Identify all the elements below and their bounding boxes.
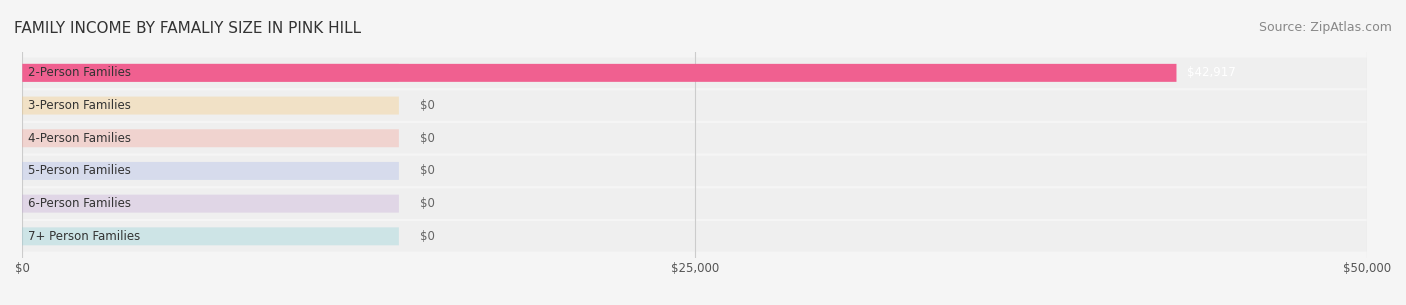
- Text: 2-Person Families: 2-Person Families: [28, 66, 131, 79]
- Text: $0: $0: [420, 132, 436, 145]
- FancyBboxPatch shape: [8, 195, 399, 213]
- Text: 4-Person Families: 4-Person Families: [28, 132, 131, 145]
- Text: 7+ Person Families: 7+ Person Families: [28, 230, 141, 243]
- FancyBboxPatch shape: [22, 156, 1367, 186]
- Text: $42,917: $42,917: [1187, 66, 1236, 79]
- FancyBboxPatch shape: [22, 188, 1367, 219]
- FancyBboxPatch shape: [8, 97, 399, 115]
- Text: 3-Person Families: 3-Person Families: [28, 99, 131, 112]
- Text: Source: ZipAtlas.com: Source: ZipAtlas.com: [1258, 21, 1392, 34]
- FancyBboxPatch shape: [8, 64, 399, 82]
- Text: 5-Person Families: 5-Person Families: [28, 164, 131, 178]
- Text: $0: $0: [420, 230, 436, 243]
- Text: $0: $0: [420, 99, 436, 112]
- FancyBboxPatch shape: [8, 162, 399, 180]
- FancyBboxPatch shape: [22, 90, 1367, 121]
- FancyBboxPatch shape: [22, 123, 1367, 153]
- Text: $0: $0: [420, 197, 436, 210]
- FancyBboxPatch shape: [22, 221, 1367, 252]
- FancyBboxPatch shape: [22, 58, 1367, 88]
- Text: 6-Person Families: 6-Person Families: [28, 197, 131, 210]
- Text: $0: $0: [420, 164, 436, 178]
- FancyBboxPatch shape: [22, 64, 1177, 82]
- FancyBboxPatch shape: [8, 129, 399, 147]
- FancyBboxPatch shape: [8, 227, 399, 245]
- Text: FAMILY INCOME BY FAMALIY SIZE IN PINK HILL: FAMILY INCOME BY FAMALIY SIZE IN PINK HI…: [14, 21, 361, 36]
